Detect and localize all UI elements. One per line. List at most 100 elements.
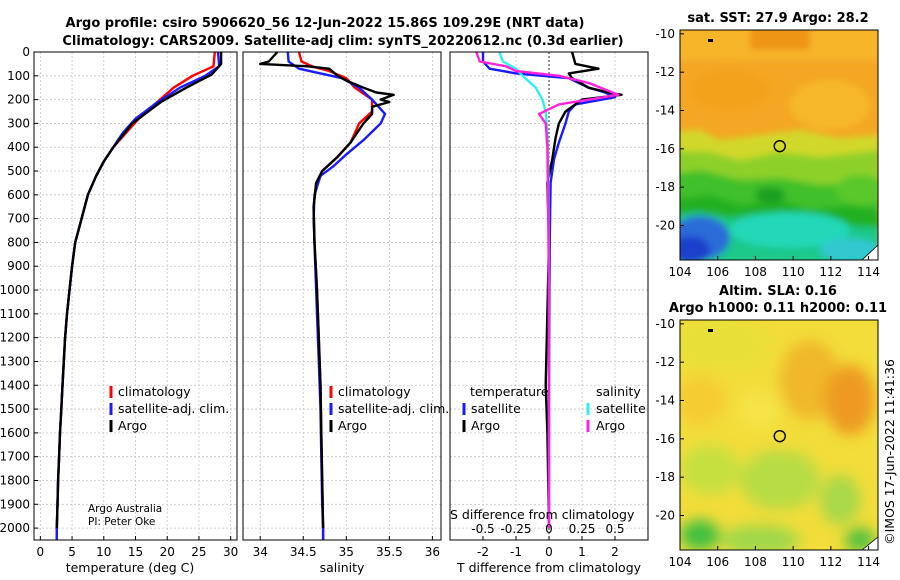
watermark: ©IMOS 17-Jun-2022 11:41:36 bbox=[882, 359, 897, 545]
y-tick-label: 100 bbox=[7, 69, 30, 83]
map-x-tick-label: 110 bbox=[782, 265, 805, 279]
difference-legend-salinity: salinity satellite Argo bbox=[586, 384, 646, 433]
x-tick-label: 2 bbox=[611, 545, 619, 559]
sla-frame bbox=[679, 319, 879, 551]
legend-climatology: climatology bbox=[118, 384, 191, 399]
legend-satellite-adj: satellite-adj. clim. bbox=[118, 401, 229, 416]
y-tick-label: 900 bbox=[7, 259, 30, 273]
difference-top-label: S difference from climatology bbox=[450, 507, 635, 522]
credit-line1: Argo Australia bbox=[88, 503, 162, 515]
map-y-tick-label: -20 bbox=[655, 509, 675, 523]
x-tick-label: 1 bbox=[578, 545, 586, 559]
map-y-tick-label: -18 bbox=[655, 180, 675, 194]
legend-s-argo: Argo bbox=[596, 418, 625, 433]
y-tick-label: 1500 bbox=[0, 402, 30, 416]
map-x-tick-label: 112 bbox=[819, 265, 842, 279]
y-tick-label: 1400 bbox=[0, 378, 30, 392]
sla-title: Altim. SLA: 0.16 bbox=[719, 284, 837, 299]
legend-argo: Argo bbox=[118, 418, 147, 433]
x-tick-label: -1 bbox=[510, 545, 522, 559]
y-tick-label: 1200 bbox=[0, 331, 30, 345]
y-tick-label: 1800 bbox=[0, 473, 30, 487]
legend-climatology-2: climatology bbox=[338, 384, 411, 399]
salinity-xlabel: salinity bbox=[320, 560, 365, 575]
sst-title: sat. SST: 27.9 Argo: 28.2 bbox=[687, 11, 868, 26]
x-tick-label: 25 bbox=[191, 545, 206, 559]
map-x-tick-label: 110 bbox=[782, 555, 805, 569]
x-top-tick-label: -0.25 bbox=[500, 522, 531, 536]
sla-field bbox=[680, 320, 878, 550]
temperature-panel: 0 5 10 15 20 25 30 0 100 200 300 400 500 600 700 800 90… bbox=[0, 45, 238, 575]
map-y-tick-label: -14 bbox=[655, 394, 675, 408]
map-y-tick-label: -16 bbox=[655, 142, 675, 156]
legend-satellite-adj-2: satellite-adj. clim. bbox=[338, 401, 449, 416]
map-x-tick-label: 106 bbox=[706, 265, 729, 279]
salinity-panel: 34 34.5 35 35.5 36 salinity climatology sate… bbox=[242, 51, 449, 575]
x-tick-label: 34 bbox=[253, 545, 268, 559]
x-top-tick-label: -0.5 bbox=[471, 522, 494, 536]
x-tick-label: 35.5 bbox=[376, 545, 403, 559]
x-tick-label: -2 bbox=[477, 545, 489, 559]
series-line-salinity-argo bbox=[475, 51, 620, 529]
map-x-tick-label: 112 bbox=[819, 555, 842, 569]
sla-subtitle: Argo h1000: 0.11 h2000: 0.11 bbox=[669, 301, 887, 316]
x-tick-label: 20 bbox=[160, 545, 175, 559]
legend-argo-2: Argo bbox=[338, 418, 367, 433]
map-y-tick-label: -10 bbox=[655, 317, 675, 331]
series-line-argo bbox=[259, 51, 395, 529]
x-tick-label: 36 bbox=[425, 545, 440, 559]
y-tick-label: 700 bbox=[7, 212, 30, 226]
map-y-tick-label: -18 bbox=[655, 470, 675, 484]
salinity-frame bbox=[242, 51, 442, 541]
difference-panel: -2 -1 0 1 2 -0.5 -0.25 0 0.25 0.5 S difference f… bbox=[449, 51, 649, 575]
sla-map: Altim. SLA: 0.16 Argo h1000: 0.11 h2000:… bbox=[655, 284, 887, 569]
y-tick-label: 400 bbox=[7, 140, 30, 154]
x-top-tick-label: 0.25 bbox=[569, 522, 596, 536]
y-tick-label: 200 bbox=[7, 93, 30, 107]
sst-field bbox=[680, 30, 878, 260]
difference-xlabel: T difference from climatology bbox=[456, 560, 642, 575]
x-top-tick-label: 0.5 bbox=[605, 522, 624, 536]
legend-s-satellite: satellite bbox=[596, 401, 646, 416]
series-line-satellite-adj-clim- bbox=[55, 51, 221, 540]
map-x-tick-label: 104 bbox=[669, 555, 692, 569]
y-tick-label: 800 bbox=[7, 235, 30, 249]
sst-frame bbox=[679, 29, 879, 261]
y-tick-label: 2000 bbox=[0, 521, 30, 535]
sst-map: sat. SST: 27.9 Argo: 28.2 bbox=[655, 11, 880, 279]
map-x-tick-label: 104 bbox=[669, 265, 692, 279]
x-tick-label: 15 bbox=[128, 545, 143, 559]
x-tick-label: 0 bbox=[37, 545, 45, 559]
header-line2: Climatology: CARS2009. Satellite-adj cli… bbox=[62, 34, 623, 49]
map-y-tick-label: -16 bbox=[655, 432, 675, 446]
y-tick-label: 1900 bbox=[0, 497, 30, 511]
y-tick-label: 1600 bbox=[0, 426, 30, 440]
map-x-tick-label: 114 bbox=[857, 555, 880, 569]
y-tick-label: 500 bbox=[7, 164, 30, 178]
sst-argo-marker bbox=[773, 139, 786, 153]
map-y-tick-label: -20 bbox=[655, 219, 675, 233]
map-x-tick-label: 114 bbox=[857, 265, 880, 279]
legend-t-satellite: satellite bbox=[471, 401, 521, 416]
map-x-tick-label: 108 bbox=[744, 265, 767, 279]
temperature-legend: climatology satellite-adj. clim. Argo bbox=[109, 384, 229, 433]
map-y-tick-label: -12 bbox=[655, 65, 675, 79]
map-x-tick-label: 108 bbox=[744, 555, 767, 569]
legend-salinity-title: salinity bbox=[596, 384, 641, 399]
map-y-tick-label: -14 bbox=[655, 104, 675, 118]
x-tick-label: 5 bbox=[68, 545, 76, 559]
x-tick-label: 10 bbox=[96, 545, 111, 559]
series-line-satellite-adj-clim- bbox=[286, 51, 387, 540]
header-line1: Argo profile: csiro 5906620_56 12-Jun-20… bbox=[66, 16, 585, 31]
legend-t-argo: Argo bbox=[471, 418, 500, 433]
legend-temperature-title: temperature bbox=[470, 384, 549, 399]
credit-line2: PI: Peter Oke bbox=[88, 516, 155, 528]
y-tick-label: 600 bbox=[7, 188, 30, 202]
x-top-tick-label: 0 bbox=[545, 522, 553, 536]
series-line-argo bbox=[55, 52, 223, 529]
y-tick-label: 1700 bbox=[0, 450, 30, 464]
y-tick-label: 1300 bbox=[0, 354, 30, 368]
salinity-legend: climatology satellite-adj. clim. Argo bbox=[329, 384, 449, 433]
temperature-xlabel: temperature (deg C) bbox=[66, 560, 195, 575]
